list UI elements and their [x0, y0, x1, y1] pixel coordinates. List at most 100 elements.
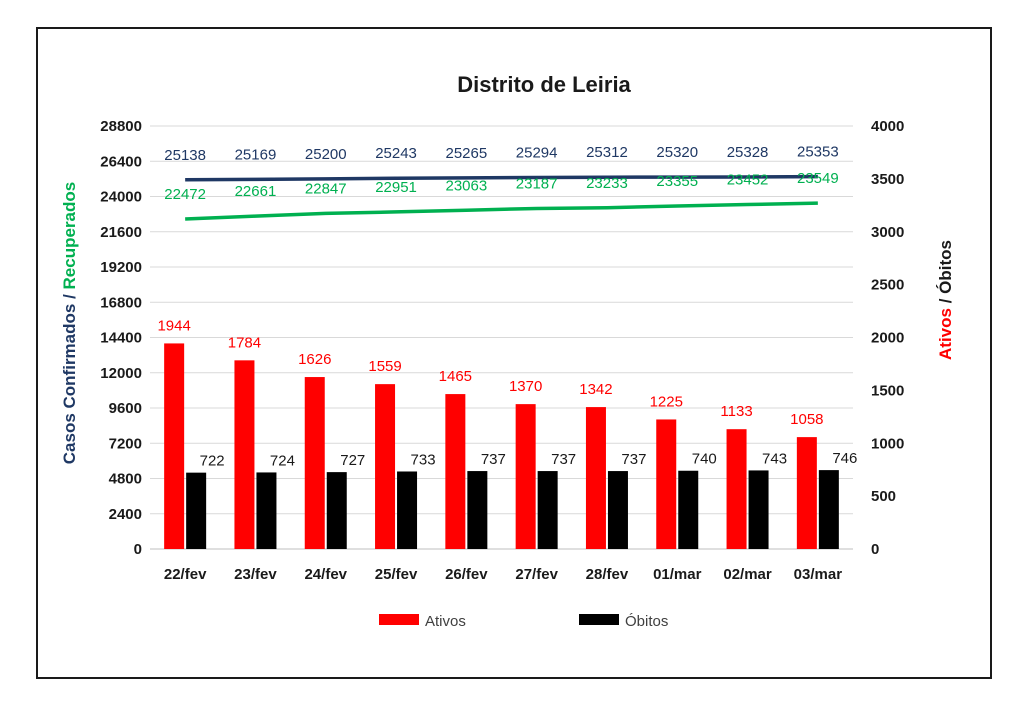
bar-ativos	[445, 394, 466, 549]
bar-ativos	[375, 384, 396, 549]
bar-obitos	[467, 471, 488, 549]
category-label: 27/fev	[515, 566, 558, 583]
left-axis-title: Casos Confirmados / Recuperados	[60, 182, 79, 464]
bar-ativos	[726, 429, 747, 549]
data-label-ativos: 1465	[439, 368, 472, 385]
bar-obitos	[748, 470, 769, 549]
data-label-casos-confirmados: 25169	[235, 146, 277, 163]
data-label-casos-confirmados: 25312	[586, 144, 628, 161]
bar-ativos	[304, 377, 325, 549]
line-recuperados	[185, 201, 818, 221]
bar-obitos	[607, 471, 628, 549]
bar-ativos	[164, 343, 185, 549]
left-tick-label: 28800	[100, 118, 142, 135]
bar-obitos	[818, 470, 839, 549]
left-tick-label: 26400	[100, 153, 142, 170]
data-label-obitos: 737	[481, 451, 506, 468]
chart-title: Distrito de Leiria	[457, 72, 631, 97]
category-label: 25/fev	[375, 566, 418, 583]
right-axis-title-part1: Ativos	[936, 308, 955, 360]
left-axis-title-separator: /	[60, 289, 79, 303]
data-label-recuperados: 22951	[375, 179, 417, 196]
data-label-obitos: 727	[340, 452, 365, 469]
left-tick-label: 2400	[109, 506, 142, 523]
right-tick-label: 0	[871, 541, 879, 558]
category-label: 26/fev	[445, 566, 488, 583]
data-label-casos-confirmados: 25328	[727, 144, 769, 161]
left-tick-label: 7200	[109, 435, 142, 452]
data-labels: 1944 722 1784 724 1626 727 1559 733 1465 737 1370 7…	[157, 144, 857, 470]
bar-obitos	[186, 472, 207, 549]
data-label-obitos: 740	[692, 451, 717, 468]
category-label: 28/fev	[586, 566, 629, 583]
data-label-recuperados: 23233	[586, 175, 628, 192]
bar-ativos	[585, 407, 606, 549]
data-label-recuperados: 22661	[235, 183, 277, 200]
data-label-ativos: 1370	[509, 378, 542, 395]
category-label: 01/mar	[653, 566, 702, 583]
left-tick-label: 24000	[100, 189, 142, 206]
chart-frame	[36, 27, 992, 679]
data-label-recuperados: 23549	[797, 170, 839, 187]
right-tick-label: 500	[871, 488, 896, 505]
right-tick-label: 1500	[871, 382, 904, 399]
bar-obitos	[678, 470, 699, 549]
category-label: 22/fev	[164, 566, 207, 583]
left-axis-title-part2: Recuperados	[60, 182, 79, 290]
bar-obitos	[256, 472, 277, 549]
data-label-obitos: 733	[411, 451, 436, 468]
category-label: 24/fev	[304, 566, 347, 583]
left-tick-label: 19200	[100, 259, 142, 276]
right-tick-label: 2500	[871, 277, 904, 294]
data-label-obitos: 737	[621, 451, 646, 468]
bar-ativos	[234, 360, 255, 549]
legend-label-ativos: Ativos	[425, 613, 466, 630]
right-tick-label: 4000	[871, 118, 904, 135]
right-axis-title: Ativos / Óbitos	[936, 240, 955, 360]
data-label-ativos: 1225	[650, 393, 683, 410]
bar-ativos	[796, 437, 817, 549]
lines	[185, 174, 818, 221]
data-label-recuperados: 23452	[727, 172, 769, 189]
data-label-recuperados: 23063	[445, 177, 487, 194]
data-label-recuperados: 22847	[305, 180, 347, 197]
bar-obitos	[537, 471, 558, 549]
right-tick-label: 2000	[871, 330, 904, 347]
right-axis-title-part2: Óbitos	[936, 240, 955, 294]
left-axis-ticks: 0 2400 4800 7200 9600 12000 14400 16800 19200 216…	[100, 118, 142, 558]
legend-label-obitos: Óbitos	[625, 613, 668, 630]
category-label: 02/mar	[723, 566, 772, 583]
bars	[164, 343, 839, 549]
right-tick-label: 1000	[871, 435, 904, 452]
data-label-ativos: 1944	[157, 317, 190, 334]
legend-swatch-ativos	[379, 614, 419, 625]
legend-swatch-obitos	[579, 614, 619, 625]
legend: Ativos Óbitos	[379, 613, 668, 630]
data-label-casos-confirmados: 25138	[164, 147, 206, 164]
line-casos-confirmados	[185, 174, 818, 182]
data-label-casos-confirmados: 25265	[445, 145, 487, 162]
bar-ativos	[656, 419, 677, 549]
data-label-ativos: 1559	[368, 358, 401, 375]
data-label-obitos: 737	[551, 451, 576, 468]
left-axis-title-part1: Casos Confirmados	[60, 304, 79, 465]
left-tick-label: 12000	[100, 365, 142, 382]
data-label-ativos: 1626	[298, 351, 331, 368]
right-axis-ticks: 0 500 1000 1500 2000 2500 3000 3500 4000	[871, 118, 904, 558]
data-label-ativos: 1133	[720, 403, 752, 420]
right-tick-label: 3500	[871, 171, 904, 188]
left-tick-label: 21600	[100, 224, 142, 241]
category-labels: 22/fev 23/fev 24/fev 25/fev 26/fev 27/fev 28/f…	[164, 566, 842, 583]
left-tick-label: 9600	[109, 400, 142, 417]
data-label-casos-confirmados: 25200	[305, 146, 347, 163]
data-label-obitos: 746	[832, 450, 857, 467]
data-label-obitos: 743	[762, 450, 787, 467]
bar-ativos	[515, 404, 536, 549]
data-label-recuperados: 23355	[656, 173, 698, 190]
right-axis-title-separator: /	[936, 294, 955, 308]
right-tick-label: 3000	[871, 224, 904, 241]
left-tick-label: 0	[134, 541, 142, 558]
left-tick-label: 16800	[100, 294, 142, 311]
data-label-recuperados: 22472	[164, 186, 206, 203]
